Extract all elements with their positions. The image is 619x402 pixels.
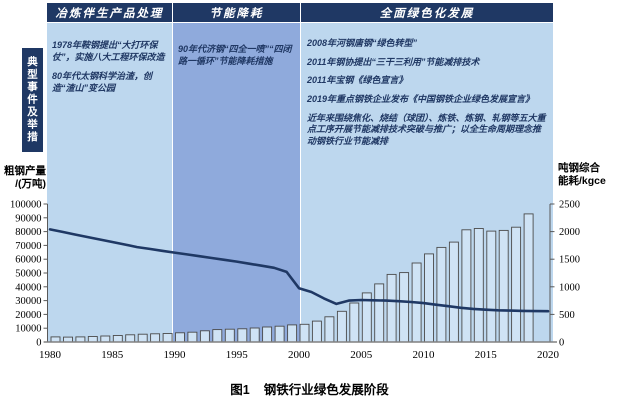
svg-text:2010: 2010	[413, 349, 436, 361]
svg-text:10000: 10000	[15, 324, 41, 335]
svg-text:2000: 2000	[559, 227, 580, 238]
svg-text:30000: 30000	[15, 296, 41, 307]
stage-band-1980-1990	[47, 23, 172, 342]
stage3-events: 2008年河钢唐钢“绿色转型” 2011年钢协提出“三干三利用”节能减排技术 2…	[307, 38, 548, 155]
svg-text:0: 0	[559, 338, 564, 349]
svg-text:80000: 80000	[15, 227, 41, 238]
event-text: 90年代济钢“四全一喷”“四闭路一循环”节能降耗措施	[178, 44, 292, 66]
svg-text:1980: 1980	[39, 349, 62, 361]
typical-events-label: 典型事件及举措	[22, 48, 43, 152]
figure-caption: 图1 钢铁行业绿色发展阶段	[0, 379, 619, 398]
svg-text:2020: 2020	[537, 349, 560, 361]
event-text: 1978年鞍钢提出“大打环保仗”，实施八大工程环保改造	[52, 40, 165, 62]
stage2-events: 90年代济钢“四全一喷”“四闭路一循环”节能降耗措施	[178, 44, 294, 75]
svg-text:2015: 2015	[475, 349, 498, 361]
left-axis-title: 粗钢产量 /(万吨)	[4, 165, 46, 191]
right-axis-title: 吨钢综合 能耗/kgce	[558, 162, 606, 188]
stage-band-1990-2000	[173, 23, 300, 342]
event-text: 2008年河钢唐钢“绿色转型”	[307, 38, 418, 48]
svg-text:500: 500	[559, 310, 575, 321]
svg-text:2000: 2000	[288, 349, 311, 361]
svg-text:1000: 1000	[559, 282, 580, 293]
left-axis: 0 10000 20000 30000 40000 50000 60000 70000 8000…	[10, 200, 48, 349]
svg-text:90000: 90000	[15, 213, 41, 224]
stage1-events: 1978年鞍钢提出“大打环保仗”，实施八大工程环保改造 80年代太钢科学治渣，创…	[52, 40, 166, 103]
svg-text:2005: 2005	[350, 349, 373, 361]
energy-intensity-line	[48, 228, 550, 313]
svg-text:60000: 60000	[15, 255, 41, 266]
svg-text:0: 0	[36, 338, 41, 349]
svg-text:1985: 1985	[101, 349, 124, 361]
stage-header-energy-saving: 节能降耗	[173, 3, 300, 22]
event-text: 2011年宝钢《绿色宣言》	[307, 75, 408, 86]
event-text: 2019年重点钢铁企业发布《中国钢铁企业绿色发展宣言》	[307, 94, 535, 105]
stage-header-smelting-byproduct-treatment: 冶炼伴生产品处理	[47, 3, 172, 22]
event-text: 80年代太钢科学治渣，创造“渣山”变公园	[52, 71, 153, 94]
svg-text:1500: 1500	[559, 255, 580, 266]
event-text: 2011年钢协提出“三干三利用”节能减排技术	[307, 56, 480, 67]
svg-text:40000: 40000	[15, 282, 41, 293]
right-axis: 0 500 1000 1500 2000 2500	[549, 200, 580, 349]
svg-text:50000: 50000	[15, 269, 41, 280]
figure-title: 钢铁行业绿色发展阶段	[263, 383, 389, 397]
x-axis: 1980 1985 1990 1995 2000 2005 2010 2015 2020	[39, 341, 560, 361]
svg-text:100000: 100000	[10, 200, 42, 211]
event-text: 近年来围绕焦化、烧结（球团）、炼铁、炼钢、轧钢等五大重点工序开展节能减排技术突破…	[307, 112, 546, 147]
svg-text:1995: 1995	[226, 349, 249, 361]
svg-text:1990: 1990	[164, 349, 187, 361]
svg-text:70000: 70000	[15, 241, 41, 252]
stage-header-comprehensive-green-development: 全面绿色化发展	[301, 3, 553, 22]
svg-text:2500: 2500	[559, 200, 580, 211]
svg-text:20000: 20000	[15, 310, 41, 321]
figure-number: 图1	[230, 383, 250, 397]
